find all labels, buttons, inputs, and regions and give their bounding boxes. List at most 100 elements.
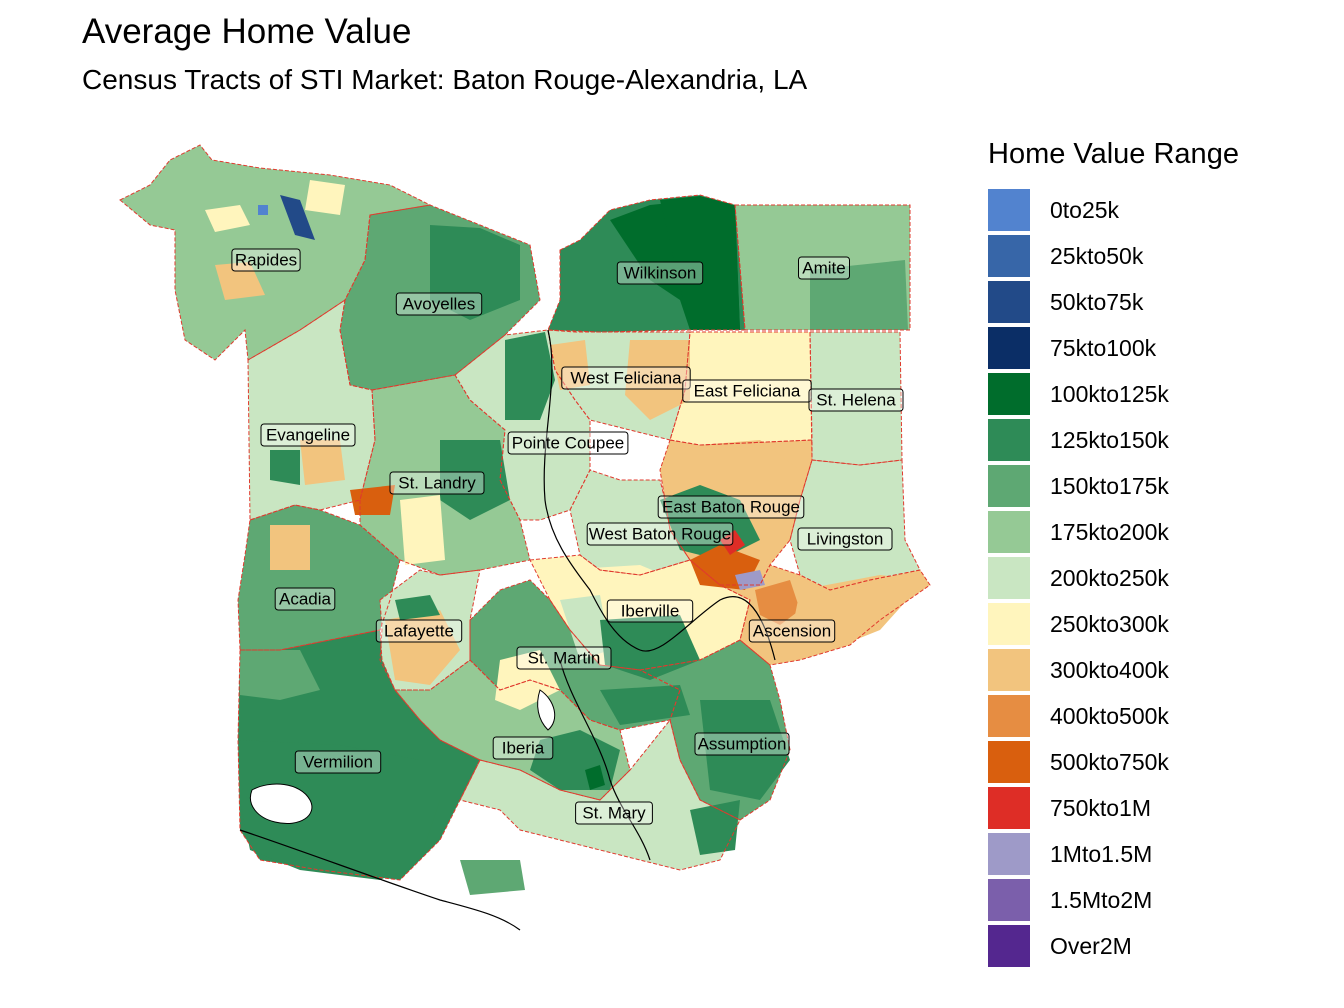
legend-swatch bbox=[988, 833, 1030, 875]
parish-border bbox=[393, 659, 631, 801]
legend-label: 200kto250k bbox=[1050, 564, 1169, 591]
svg-text:West Baton Rouge: West Baton Rouge bbox=[589, 525, 731, 544]
tract-patch bbox=[560, 565, 700, 630]
tract-patch bbox=[755, 580, 800, 625]
parish-label-vermilion: Vermilion bbox=[294, 750, 382, 774]
tract-patch bbox=[385, 610, 460, 685]
legend-swatch bbox=[988, 695, 1030, 737]
tract-patch bbox=[270, 450, 300, 485]
tract-patch bbox=[505, 332, 555, 420]
legend-title: Home Value Range bbox=[988, 138, 1239, 170]
legend-swatch bbox=[988, 511, 1030, 553]
legend-swatch bbox=[988, 649, 1030, 691]
choropleth-map: Rapides Avoyelles Wilkinson Amite West Felic… bbox=[119, 144, 931, 931]
svg-text:Vermilion: Vermilion bbox=[303, 753, 373, 772]
tract-patch bbox=[395, 595, 440, 620]
tract-patch bbox=[810, 360, 895, 450]
svg-text:St. Mary: St. Mary bbox=[582, 804, 646, 823]
legend-item: 750kto1M bbox=[988, 785, 1239, 831]
legend-label: 75kto100k bbox=[1050, 334, 1157, 361]
tract-patch bbox=[700, 340, 780, 400]
parish-label-west-baton-rouge: West Baton Rouge bbox=[586, 522, 734, 546]
legend-item: 50kto75k bbox=[988, 279, 1239, 325]
svg-text:Amite: Amite bbox=[802, 259, 845, 278]
parish-label-assumption: Assumption bbox=[694, 732, 790, 756]
legend-swatch bbox=[988, 281, 1030, 323]
parish-st-mary bbox=[460, 720, 740, 870]
parish-border bbox=[459, 718, 741, 871]
tract-patch bbox=[258, 205, 268, 215]
legend-item: 0to25k bbox=[988, 187, 1239, 233]
legend-item: 175kto200k bbox=[988, 509, 1239, 555]
parish-rapides bbox=[120, 145, 430, 360]
svg-text:St. Martin: St. Martin bbox=[528, 649, 601, 668]
mississippi-river bbox=[543, 329, 776, 661]
legend-label: 750kto1M bbox=[1050, 794, 1152, 821]
tract-patch bbox=[205, 205, 250, 232]
legend-item: 400kto500k bbox=[988, 693, 1239, 739]
legend-swatch bbox=[988, 189, 1030, 231]
legend-label: 300kto400k bbox=[1050, 656, 1169, 683]
svg-text:East Feliciana: East Feliciana bbox=[694, 382, 801, 401]
legend-label: 125kto150k bbox=[1050, 426, 1169, 453]
svg-text:Pointe Coupee: Pointe Coupee bbox=[512, 434, 624, 453]
parish-label-wilkinson: Wilkinson bbox=[616, 261, 704, 285]
legend-swatch bbox=[988, 787, 1030, 829]
svg-text:Rapides: Rapides bbox=[235, 251, 297, 270]
svg-text:Wilkinson: Wilkinson bbox=[624, 264, 697, 283]
parish-label-st-martin: St. Martin bbox=[516, 646, 612, 670]
legend-item: 200kto250k bbox=[988, 555, 1239, 601]
parish-label-pointe-coupee: Pointe Coupee bbox=[507, 431, 629, 455]
legend-swatch bbox=[988, 603, 1030, 645]
legend-label: 400kto500k bbox=[1050, 702, 1169, 729]
parish-label-livingston: Livingston bbox=[797, 527, 893, 551]
parish-border bbox=[809, 331, 903, 466]
parish-label-rapides: Rapides bbox=[231, 248, 301, 272]
svg-text:Livingston: Livingston bbox=[807, 530, 884, 549]
lakes bbox=[250, 689, 556, 824]
legend: Home Value Range 0to25k 25kto50k 50kto75k 7… bbox=[988, 138, 1239, 969]
legend-item: 25kto50k bbox=[988, 233, 1239, 279]
parish-label-acadia: Acadia bbox=[274, 587, 336, 611]
legend-label: 100kto125k bbox=[1050, 380, 1169, 407]
svg-text:Ascension: Ascension bbox=[753, 622, 831, 641]
legend-item: 150kto175k bbox=[988, 463, 1239, 509]
legend-swatch bbox=[988, 925, 1030, 967]
tract-patch bbox=[440, 440, 510, 520]
tract-patch bbox=[600, 685, 690, 725]
legend-item: 1Mto1.5M bbox=[988, 831, 1239, 877]
legend-item: Over2M bbox=[988, 923, 1239, 969]
legend-item: 500kto750k bbox=[988, 739, 1239, 785]
legend-label: Over2M bbox=[1050, 932, 1132, 959]
parish-label-east-baton-rouge: East Baton Rouge bbox=[657, 495, 805, 519]
legend-label: 0to25k bbox=[1050, 196, 1120, 223]
grand-lake bbox=[537, 689, 556, 731]
tract-patch bbox=[430, 225, 520, 320]
parish-label-st-helena: St. Helena bbox=[808, 388, 904, 412]
tract-patch bbox=[700, 440, 800, 490]
svg-text:West Feliciana: West Feliciana bbox=[570, 369, 682, 388]
legend-item: 100kto125k bbox=[988, 371, 1239, 417]
tract-patch bbox=[270, 525, 310, 570]
parish-pointe-coupee bbox=[455, 330, 590, 520]
parish-border bbox=[719, 564, 931, 666]
legend-swatch bbox=[988, 419, 1030, 461]
tract-patches bbox=[205, 180, 925, 895]
svg-text:East Baton Rouge: East Baton Rouge bbox=[662, 498, 800, 517]
tract-patch bbox=[700, 700, 790, 800]
svg-text:Iberville: Iberville bbox=[621, 602, 680, 621]
legend-item: 1.5Mto2M bbox=[988, 877, 1239, 923]
parish-label-avoyelles: Avoyelles bbox=[395, 292, 483, 316]
svg-text:St. Helena: St. Helena bbox=[816, 391, 896, 410]
tract-patch bbox=[240, 650, 320, 700]
legend-label: 1.5Mto2M bbox=[1050, 886, 1153, 913]
legend-swatch bbox=[988, 465, 1030, 507]
parish-border bbox=[359, 374, 531, 576]
parish-label-east-feliciana: East Feliciana bbox=[682, 379, 812, 403]
parish-label-st-mary: St. Mary bbox=[575, 801, 653, 825]
legend-item: 250kto300k bbox=[988, 601, 1239, 647]
parish-livingston bbox=[790, 460, 920, 590]
atchafalaya-river bbox=[559, 659, 651, 861]
parish-border bbox=[339, 204, 541, 391]
parish-border bbox=[638, 639, 791, 821]
